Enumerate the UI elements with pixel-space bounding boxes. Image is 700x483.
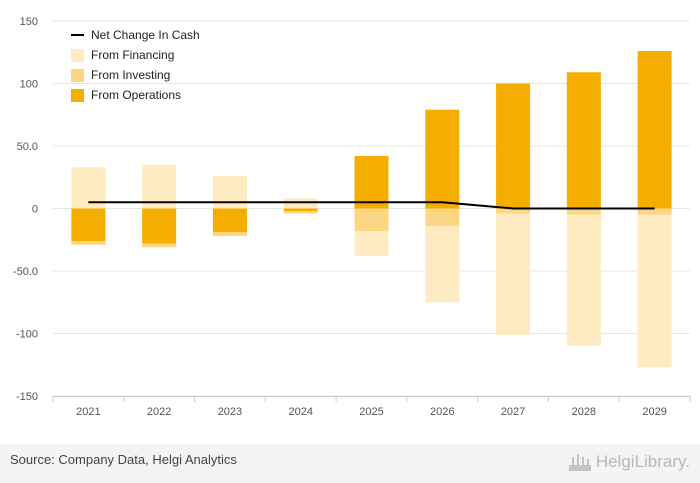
legend-label[interactable]: Net Change In Cash xyxy=(91,28,200,42)
legend: Net Change In Cash From Financing From Inv… xyxy=(71,28,200,102)
x-tick-label: 2023 xyxy=(218,406,242,418)
footer: Source: Company Data, Helgi Analytics He… xyxy=(0,444,700,483)
bar-from-investing-2023[interactable] xyxy=(212,232,247,236)
y-tick-label: 50.0 xyxy=(17,141,38,153)
x-tick-label: 2025 xyxy=(359,406,383,418)
bar-from-investing-2025[interactable] xyxy=(354,208,389,232)
x-tick-label: 2024 xyxy=(288,406,312,418)
legend-label[interactable]: From Investing xyxy=(91,68,170,82)
bars xyxy=(71,51,672,368)
bar-from-investing-2024[interactable] xyxy=(283,211,318,214)
y-tick-label: 100 xyxy=(20,79,38,91)
brand-name: HelgiLibrary. xyxy=(595,452,690,471)
bar-from-operations-2022[interactable] xyxy=(142,208,177,244)
net-change-line xyxy=(88,201,655,210)
source-text: Source: Company Data, Helgi Analytics xyxy=(10,452,237,467)
bar-from-investing-2029[interactable] xyxy=(637,208,672,215)
bar-from-operations-2024[interactable] xyxy=(283,208,318,212)
x-tick-label: 2022 xyxy=(147,406,171,418)
bar-from-financing-2022[interactable] xyxy=(142,164,177,209)
legend-swatch-from-investing xyxy=(71,69,84,82)
bar-from-financing-2024[interactable] xyxy=(283,198,318,209)
x-tick-label: 2021 xyxy=(76,406,100,418)
bar-from-operations-2027[interactable] xyxy=(496,83,531,209)
bar-from-financing-2026[interactable] xyxy=(425,226,460,303)
bar-from-financing-2027[interactable] xyxy=(496,213,531,335)
helgi-library-logo-icon xyxy=(568,454,591,471)
bar-from-investing-2021[interactable] xyxy=(71,241,106,245)
x-tick-label: 2029 xyxy=(642,406,666,418)
bar-from-investing-2027[interactable] xyxy=(496,208,531,214)
bar-from-investing-2022[interactable] xyxy=(142,243,177,248)
axes: 150 100 50.0 0 -50.0 -100 -150 2021 2022 2023 2024… xyxy=(13,16,691,418)
bar-from-operations-2028[interactable] xyxy=(566,72,601,209)
bar-from-financing-2028[interactable] xyxy=(566,214,601,346)
bar-from-financing-2023[interactable] xyxy=(212,176,247,209)
bar-from-operations-2023[interactable] xyxy=(212,208,247,233)
bar-from-operations-2029[interactable] xyxy=(637,51,672,209)
y-tick-label: 150 xyxy=(20,16,38,28)
legend-swatch-from-financing xyxy=(71,49,84,62)
bar-from-financing-2025[interactable] xyxy=(354,231,389,256)
bar-from-investing-2028[interactable] xyxy=(566,208,601,215)
x-tick-label: 2027 xyxy=(501,406,525,418)
y-tick-label: -100 xyxy=(16,329,38,341)
legend-swatch-from-operations xyxy=(71,89,84,102)
x-tick-label: 2028 xyxy=(572,406,596,418)
y-tick-label: -50.0 xyxy=(13,266,38,278)
x-tick-label: 2026 xyxy=(430,406,454,418)
legend-label[interactable]: From Financing xyxy=(91,48,174,62)
chart: 150 100 50.0 0 -50.0 -100 -150 2021 2022 2023 2024… xyxy=(13,16,691,418)
bar-from-operations-2025[interactable] xyxy=(354,156,389,209)
y-tick-label: -150 xyxy=(16,391,38,403)
bar-from-investing-2026[interactable] xyxy=(425,208,460,227)
legend-label[interactable]: From Operations xyxy=(91,88,181,102)
line-net-change-in-cash[interactable] xyxy=(88,201,655,210)
brand[interactable]: HelgiLibrary. xyxy=(568,449,690,475)
bar-from-operations-2026[interactable] xyxy=(425,109,460,209)
y-tick-label: 0 xyxy=(32,204,38,216)
bar-from-operations-2021[interactable] xyxy=(71,208,106,242)
bar-from-financing-2029[interactable] xyxy=(637,214,672,368)
